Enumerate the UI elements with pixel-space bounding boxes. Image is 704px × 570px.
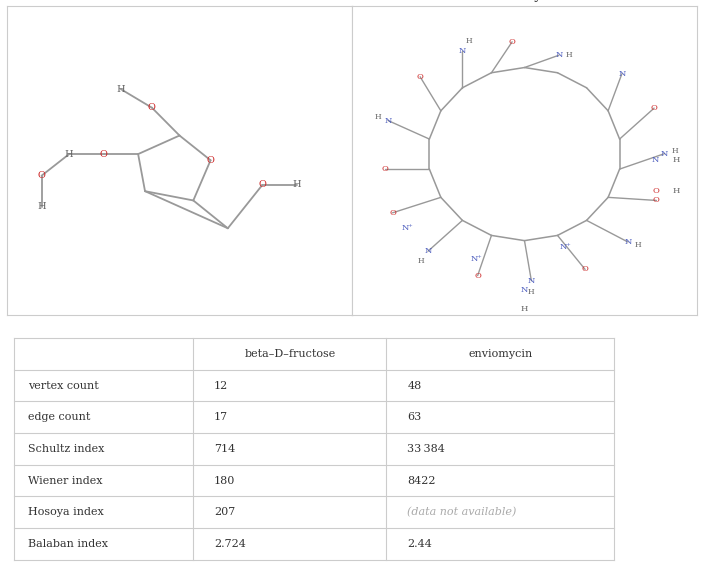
Text: O: O (381, 165, 388, 173)
Text: 180: 180 (214, 475, 235, 486)
Text: O: O (37, 171, 46, 180)
Text: Hosoya index: Hosoya index (27, 507, 103, 517)
Text: N: N (555, 51, 562, 59)
Text: H: H (528, 288, 535, 296)
Text: 207: 207 (214, 507, 235, 517)
Text: H: H (672, 146, 678, 154)
Text: H: H (466, 38, 472, 46)
Text: vertex count: vertex count (27, 381, 99, 390)
Text: O: O (100, 149, 108, 158)
Text: 2.44: 2.44 (407, 539, 432, 549)
Text: O: O (509, 38, 515, 46)
Text: N: N (618, 70, 626, 78)
Text: 48: 48 (407, 381, 422, 390)
Text: 8422: 8422 (407, 475, 436, 486)
Text: N: N (459, 47, 466, 55)
Text: O: O (652, 187, 659, 195)
Title: enviomycin: enviomycin (486, 0, 562, 2)
Text: N: N (521, 286, 528, 294)
Text: H: H (521, 304, 528, 313)
Text: 12: 12 (214, 381, 228, 390)
Text: H: H (65, 149, 73, 158)
Text: enviomycin: enviomycin (468, 349, 532, 359)
Text: O: O (207, 156, 215, 165)
Text: H: H (292, 181, 301, 189)
Text: O: O (389, 209, 396, 217)
Text: H: H (672, 156, 680, 164)
Text: (data not available): (data not available) (407, 507, 517, 518)
Text: N⁺: N⁺ (560, 243, 572, 251)
Text: H: H (635, 241, 641, 249)
Text: 33 384: 33 384 (407, 444, 445, 454)
Text: O: O (582, 266, 589, 274)
Text: N: N (661, 150, 668, 158)
Text: 17: 17 (214, 412, 228, 422)
Text: O: O (650, 104, 658, 112)
Text: H: H (566, 51, 572, 59)
Text: O: O (258, 181, 266, 189)
Text: O: O (417, 73, 424, 81)
Text: O: O (148, 103, 156, 112)
Text: Balaban index: Balaban index (27, 539, 108, 549)
Text: H: H (37, 202, 46, 211)
Text: N⁺: N⁺ (401, 224, 413, 232)
Text: N: N (528, 277, 535, 285)
Text: H: H (672, 187, 680, 195)
Text: O: O (474, 271, 481, 280)
Text: beta–D–fructose: beta–D–fructose (244, 349, 336, 359)
Text: N: N (384, 116, 391, 124)
Text: N⁺: N⁺ (470, 255, 482, 263)
Text: 63: 63 (407, 412, 422, 422)
Text: N: N (425, 247, 432, 255)
Text: 2.724: 2.724 (214, 539, 246, 549)
Text: 714: 714 (214, 444, 235, 454)
Text: H: H (375, 113, 381, 121)
Text: H: H (117, 85, 125, 93)
Text: Schultz index: Schultz index (27, 444, 104, 454)
Title: beta–D–fructose: beta–D–fructose (125, 0, 234, 2)
Text: H: H (417, 256, 425, 264)
Text: N: N (652, 156, 659, 164)
Text: Wiener index: Wiener index (27, 475, 102, 486)
Text: edge count: edge count (27, 412, 90, 422)
Text: N: N (624, 238, 631, 246)
Text: O: O (653, 197, 660, 205)
